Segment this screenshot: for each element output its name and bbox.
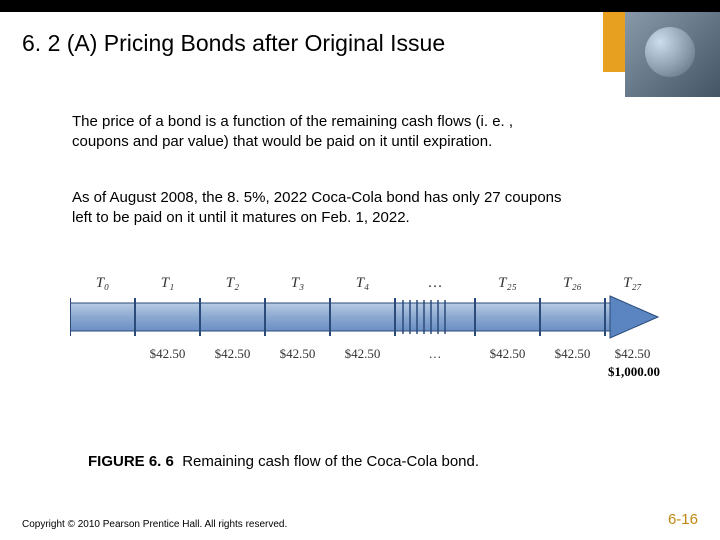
accent-block xyxy=(603,12,625,72)
value-label: $42.50 xyxy=(265,346,330,362)
period-label: T₂₇ xyxy=(605,275,660,292)
period-label: T₄ xyxy=(330,275,395,292)
value-label: $42.50 xyxy=(605,346,660,362)
figure-caption-text: Remaining cash flow of the Coca-Cola bon… xyxy=(182,453,479,470)
timeline-value-labels: $42.50 $42.50 $42.50 $42.50 … $42.50 $42… xyxy=(70,346,660,362)
timeline-arrow xyxy=(70,292,660,342)
book-logo xyxy=(625,12,720,97)
slide-title: 6. 2 (A) Pricing Bonds after Original Is… xyxy=(22,30,445,57)
timeline-period-labels: T₀ T₁ T₂ T₃ T₄ … T₂₅ T₂₆ T₂₇ xyxy=(70,275,660,292)
period-label: T₃ xyxy=(265,275,330,292)
value-label xyxy=(70,346,135,362)
value-label: $42.50 xyxy=(475,346,540,362)
value-label: $42.50 xyxy=(330,346,395,362)
period-label: T₂ xyxy=(200,275,265,292)
value-label: … xyxy=(395,346,475,362)
period-label: T₁ xyxy=(135,275,200,292)
top-bar xyxy=(0,0,720,12)
timeline-diagram: T₀ T₁ T₂ T₃ T₄ … T₂₅ T₂₆ T₂₇ xyxy=(70,275,660,380)
copyright-text: Copyright © 2010 Pearson Prentice Hall. … xyxy=(22,519,287,530)
value-label: $42.50 xyxy=(135,346,200,362)
figure-caption: FIGURE 6. 6 Remaining cash flow of the C… xyxy=(88,452,618,472)
period-label: T₀ xyxy=(70,275,135,292)
par-value: $1,000.00 xyxy=(70,364,660,380)
value-label: $42.50 xyxy=(200,346,265,362)
period-label: … xyxy=(395,275,475,292)
paragraph-1: The price of a bond is a function of the… xyxy=(72,112,572,151)
figure-label: FIGURE 6. 6 xyxy=(88,453,174,470)
value-label: $42.50 xyxy=(540,346,605,362)
period-label: T₂₆ xyxy=(540,275,605,292)
paragraph-2: As of August 2008, the 8. 5%, 2022 Coca-… xyxy=(72,188,572,227)
period-label: T₂₅ xyxy=(475,275,540,292)
page-number: 6-16 xyxy=(668,511,698,528)
